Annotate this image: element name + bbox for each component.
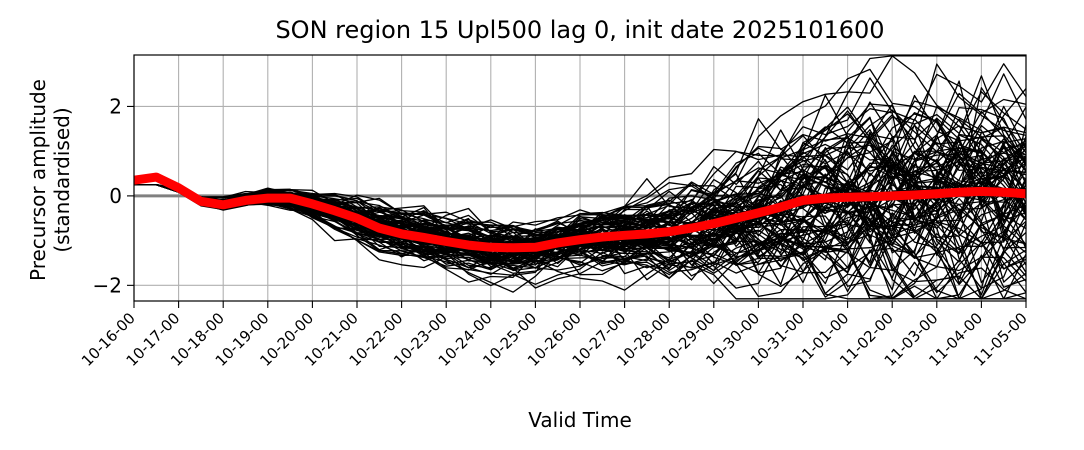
y-tick-label: 2 — [109, 94, 122, 118]
y-axis-ticks: −2 0 2 — [93, 94, 134, 297]
ensemble-member-line — [134, 68, 1027, 246]
y-tick-label: −2 — [93, 273, 122, 297]
y-axis-label-line: Precursor amplitude — [26, 79, 50, 281]
y-tick-label: 0 — [109, 184, 122, 208]
x-axis-ticks: 10-16-0010-17-0010-18-0010-19-0010-20-00… — [78, 301, 1031, 370]
y-axis-label: Precursor amplitude(standardised) — [26, 79, 74, 281]
highlight-series — [133, 172, 1027, 253]
ensemble-member-line — [134, 117, 1027, 272]
highlight-series-line — [133, 172, 1027, 253]
x-axis-label: Valid Time — [528, 408, 632, 432]
chart-title: SON region 15 Upl500 lag 0, init date 20… — [275, 16, 884, 44]
y-axis-label-line: (standardised) — [50, 107, 74, 252]
